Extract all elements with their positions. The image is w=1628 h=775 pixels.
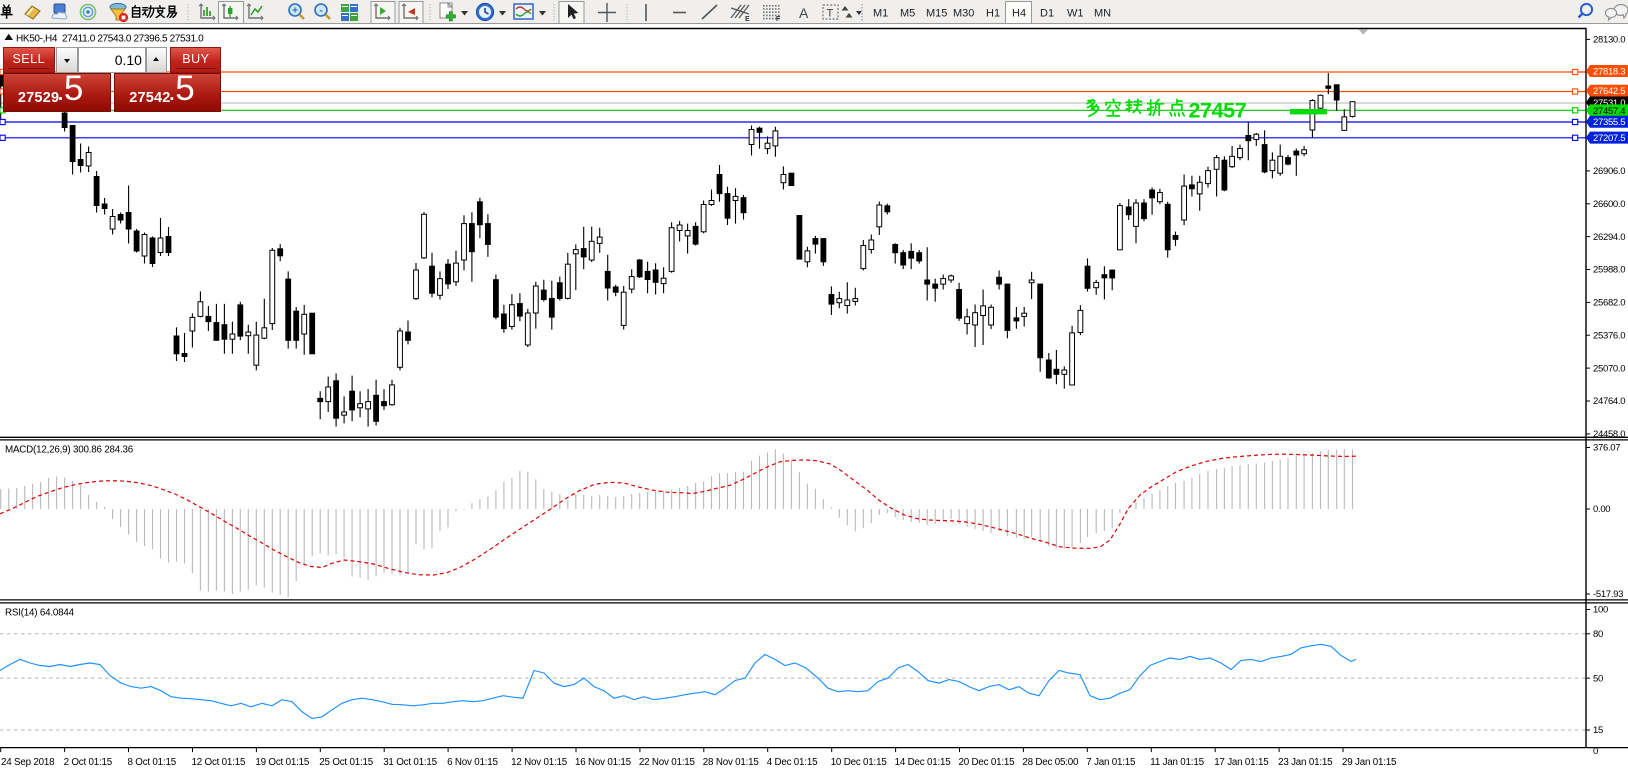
svg-text:+: + <box>292 5 298 16</box>
svg-text:M5: M5 <box>900 8 915 20</box>
svg-text:24 Sep 2018: 24 Sep 2018 <box>1 757 55 768</box>
svg-text:25988.0: 25988.0 <box>1593 265 1625 276</box>
svg-text:100: 100 <box>1593 605 1608 616</box>
svg-text:25 Oct 01:15: 25 Oct 01:15 <box>319 757 373 768</box>
svg-text:0.00: 0.00 <box>1593 504 1610 515</box>
svg-text:4 Dec 01:15: 4 Dec 01:15 <box>767 757 818 768</box>
svg-text:26906.0: 26906.0 <box>1593 166 1625 177</box>
svg-text:27531.0: 27531.0 <box>1593 98 1625 109</box>
svg-text:26294.0: 26294.0 <box>1593 232 1625 243</box>
svg-text:20 Dec 01:15: 20 Dec 01:15 <box>959 757 1016 768</box>
svg-text:25070.0: 25070.0 <box>1593 363 1625 374</box>
svg-text:E: E <box>745 16 750 23</box>
svg-text:2 Oct 01:15: 2 Oct 01:15 <box>64 757 113 768</box>
svg-text:24764.0: 24764.0 <box>1593 396 1625 407</box>
svg-text:10 Dec 01:15: 10 Dec 01:15 <box>831 757 888 768</box>
svg-text:H1: H1 <box>986 8 1000 20</box>
svg-text:6 Nov 01:15: 6 Nov 01:15 <box>447 757 498 768</box>
svg-text:23 Jan 01:15: 23 Jan 01:15 <box>1278 757 1333 768</box>
svg-text:19 Oct 01:15: 19 Oct 01:15 <box>255 757 309 768</box>
svg-text:-: - <box>319 5 322 16</box>
svg-text:17 Jan 01:15: 17 Jan 01:15 <box>1214 757 1269 768</box>
svg-text:27642.5: 27642.5 <box>1593 86 1625 97</box>
svg-text:25682.0: 25682.0 <box>1593 298 1625 309</box>
svg-text:M15: M15 <box>926 8 947 20</box>
svg-text:28130.0: 28130.0 <box>1593 35 1625 46</box>
svg-text:50: 50 <box>1593 673 1603 684</box>
svg-text:M1: M1 <box>873 8 888 20</box>
svg-text:25376.0: 25376.0 <box>1593 330 1625 341</box>
svg-text:27818.3: 27818.3 <box>1593 66 1625 77</box>
svg-text:12 Oct 01:15: 12 Oct 01:15 <box>192 757 246 768</box>
svg-text:T: T <box>827 8 834 20</box>
svg-text:24458.0: 24458.0 <box>1593 429 1625 440</box>
svg-text:7 Jan 01:15: 7 Jan 01:15 <box>1086 757 1136 768</box>
svg-text:W1: W1 <box>1067 8 1084 20</box>
svg-text:14 Dec 01:15: 14 Dec 01:15 <box>895 757 952 768</box>
svg-text:11 Jan 01:15: 11 Jan 01:15 <box>1150 757 1204 768</box>
svg-text:-517.93: -517.93 <box>1593 589 1623 600</box>
svg-text:29 Jan 01:15: 29 Jan 01:15 <box>1342 757 1397 768</box>
svg-text:28 Dec 05:00: 28 Dec 05:00 <box>1022 757 1079 768</box>
svg-text:27207.5: 27207.5 <box>1593 133 1625 144</box>
svg-text:0: 0 <box>1593 746 1598 757</box>
svg-text:22 Nov 01:15: 22 Nov 01:15 <box>639 757 696 768</box>
svg-text:376.07: 376.07 <box>1593 443 1620 454</box>
svg-text:MACD(12,26,9) 300.86 284.36: MACD(12,26,9) 300.86 284.36 <box>5 445 134 456</box>
svg-text:31 Oct 01:15: 31 Oct 01:15 <box>383 757 437 768</box>
svg-text:27355.5: 27355.5 <box>1593 117 1625 128</box>
svg-text:12 Nov 01:15: 12 Nov 01:15 <box>511 757 568 768</box>
svg-text:27457: 27457 <box>1189 99 1247 123</box>
svg-text:15: 15 <box>1593 725 1603 736</box>
svg-text:D1: D1 <box>1040 8 1054 20</box>
svg-text:RSI(14) 64.0844: RSI(14) 64.0844 <box>5 608 75 619</box>
svg-text:8 Oct 01:15: 8 Oct 01:15 <box>128 757 177 768</box>
svg-text:A: A <box>799 5 809 21</box>
svg-text:27457.4: 27457.4 <box>1593 106 1625 117</box>
svg-text:26600.0: 26600.0 <box>1593 199 1625 210</box>
svg-text:MN: MN <box>1094 8 1111 20</box>
svg-text:28 Nov 01:15: 28 Nov 01:15 <box>703 757 760 768</box>
svg-text:16 Nov 01:15: 16 Nov 01:15 <box>575 757 632 768</box>
svg-text:80: 80 <box>1593 629 1603 640</box>
svg-text:H4: H4 <box>1012 8 1026 20</box>
svg-text:HK50-,H4 27411.0 27543.0 2739: HK50-,H4 27411.0 27543.0 27396.5 27531.0 <box>16 33 204 44</box>
svg-text:F: F <box>776 16 781 23</box>
svg-text:M30: M30 <box>953 8 974 20</box>
